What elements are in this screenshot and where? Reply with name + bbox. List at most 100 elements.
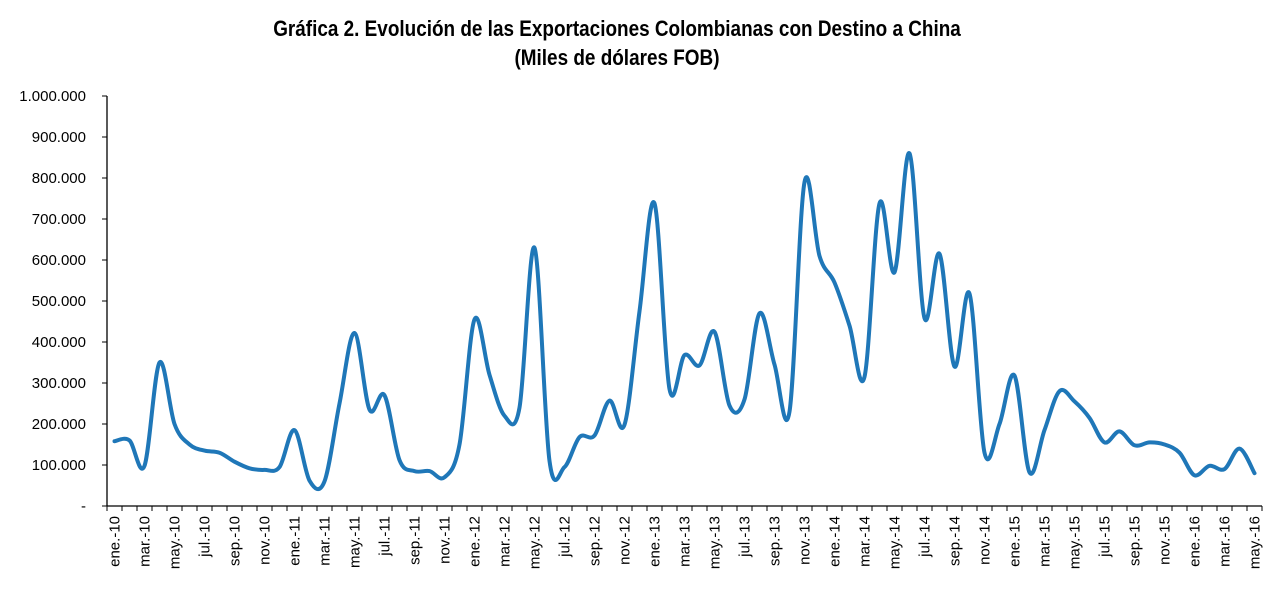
data-point <box>938 252 942 256</box>
data-point <box>908 151 912 155</box>
data-point <box>263 468 267 472</box>
y-tick-label: 1.000.000 <box>19 88 86 105</box>
data-point <box>998 422 1002 426</box>
x-tick-label: jul.-14 <box>917 516 934 558</box>
x-tick-label: mar.-11 <box>317 516 334 566</box>
data-point <box>443 475 447 479</box>
x-tick-label: ene.-15 <box>1007 516 1024 567</box>
x-tick-label: jul.-13 <box>737 516 754 558</box>
y-axis-ticks: - 100.000 200.000 300.000 400.000 500.000 600.… <box>19 88 107 515</box>
x-tick-label: sep.-14 <box>947 516 964 566</box>
x-tick-label: ene.-14 <box>827 516 844 567</box>
data-point <box>338 402 342 406</box>
data-point <box>983 451 987 455</box>
data-point <box>413 469 417 473</box>
data-point <box>878 201 882 205</box>
data-point <box>128 438 132 442</box>
x-tick-label: nov.-10 <box>257 516 274 565</box>
data-point <box>1103 440 1107 444</box>
data-point <box>248 466 252 470</box>
x-tick-label: sep.-11 <box>407 516 424 565</box>
data-point <box>1223 467 1227 471</box>
x-tick-label: ene.-10 <box>107 516 124 567</box>
x-tick-label: nov.-13 <box>797 516 814 565</box>
data-point <box>923 316 927 320</box>
data-point <box>533 246 537 250</box>
x-tick-label: sep.-13 <box>767 516 784 566</box>
x-tick-label: mar.-10 <box>137 516 154 567</box>
x-tick-label: may.-11 <box>347 516 364 568</box>
data-point <box>518 406 522 410</box>
x-tick-label: may.-15 <box>1067 516 1084 569</box>
data-point <box>683 353 687 357</box>
data-point <box>728 404 732 408</box>
data-point <box>788 410 792 414</box>
x-tick-label: sep.-15 <box>1127 516 1144 566</box>
data-point <box>638 309 642 313</box>
x-tick-label: nov.-15 <box>1157 516 1174 565</box>
data-point <box>203 449 207 453</box>
data-point <box>698 363 702 367</box>
data-point <box>548 459 552 463</box>
data-point <box>893 270 897 274</box>
y-tick-label: - <box>81 498 86 515</box>
chart-title: Gráfica 2. Evolución de las Exportacione… <box>86 14 1147 72</box>
axes <box>106 96 1262 507</box>
data-point <box>383 393 387 397</box>
data-point <box>803 180 807 184</box>
x-tick-label: mar.-16 <box>1217 516 1234 567</box>
data-point <box>1238 447 1242 451</box>
data-point <box>563 465 567 469</box>
series-line <box>112 151 1257 492</box>
data-point <box>758 311 762 315</box>
data-point <box>848 324 852 328</box>
x-tick-label: nov.-12 <box>617 516 634 565</box>
data-point <box>608 399 612 403</box>
data-point <box>668 387 672 391</box>
data-point <box>503 414 507 418</box>
data-point <box>1058 389 1062 393</box>
data-point <box>1013 374 1017 378</box>
data-point <box>1178 451 1182 455</box>
x-tick-label: jul.-15 <box>1097 516 1114 558</box>
data-point <box>1163 443 1167 447</box>
x-tick-label: sep.-10 <box>227 516 244 566</box>
data-point <box>113 439 117 443</box>
y-tick-label: 700.000 <box>32 211 86 228</box>
chart-subtitle: (Miles de dólares FOB) <box>514 45 720 70</box>
data-point <box>353 331 357 335</box>
data-point <box>653 201 657 205</box>
data-point <box>293 428 297 432</box>
data-point <box>488 373 492 377</box>
data-point <box>953 365 957 369</box>
data-point <box>458 443 462 447</box>
data-point <box>143 464 147 468</box>
x-tick-label: ene.-13 <box>647 516 664 567</box>
x-tick-label: may.-16 <box>1247 516 1264 569</box>
data-point <box>278 465 282 469</box>
data-point <box>233 460 237 464</box>
x-tick-label: ene.-12 <box>467 516 484 567</box>
x-tick-label: jul.-10 <box>197 516 214 558</box>
x-tick-label: ene.-16 <box>1187 516 1204 567</box>
data-point <box>1118 429 1122 433</box>
data-point <box>1193 473 1197 477</box>
x-axis-ticks: ene.-10 mar.-10 may.-10 jul.-10 sep.-10 nov.-… <box>106 506 1264 569</box>
data-point <box>158 361 162 365</box>
data-point <box>743 397 747 401</box>
y-tick-label: 900.000 <box>32 129 86 146</box>
data-point <box>398 458 402 462</box>
y-tick-label: 600.000 <box>32 252 86 269</box>
data-point <box>593 434 597 438</box>
data-point <box>218 451 222 455</box>
y-tick-label: 100.000 <box>32 457 86 474</box>
data-point <box>1253 471 1257 475</box>
data-point <box>1133 443 1137 447</box>
data-point <box>773 363 777 367</box>
x-tick-label: mar.-13 <box>677 516 694 567</box>
data-point <box>1073 399 1077 403</box>
data-point <box>713 330 717 334</box>
x-tick-label: sep.-12 <box>587 516 604 566</box>
y-tick-label: 800.000 <box>32 170 86 187</box>
